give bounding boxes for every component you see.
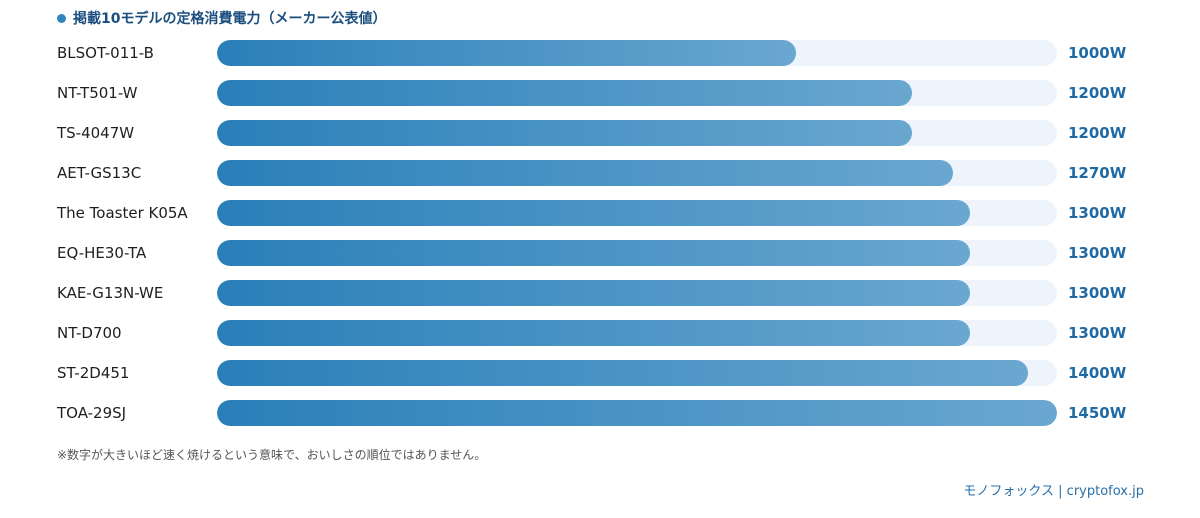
bar-row: KAE-G13N-WE 1300W xyxy=(0,280,1200,306)
bar-track xyxy=(217,160,1057,186)
bar-track xyxy=(217,280,1057,306)
bar-row: The Toaster K05A 1300W xyxy=(0,200,1200,226)
bar-row: ST-2D451 1400W xyxy=(0,360,1200,386)
category-label: TOA-29SJ xyxy=(57,404,127,422)
bar xyxy=(217,40,796,66)
bar-track xyxy=(217,400,1057,426)
category-label: NT-T501-W xyxy=(57,84,138,102)
bar-row: BLSOT-011-B 1000W xyxy=(0,40,1200,66)
category-label: BLSOT-011-B xyxy=(57,44,154,62)
bar-track xyxy=(217,80,1057,106)
category-label: ST-2D451 xyxy=(57,364,130,382)
bar-track xyxy=(217,240,1057,266)
footnote: ※数字が大きいほど速く焼けるという意味で、おいしさの順位ではありません。 xyxy=(57,448,487,462)
category-label: TS-4047W xyxy=(57,124,135,142)
bar xyxy=(217,160,953,186)
value-label: 1300W xyxy=(1068,284,1127,302)
value-label: 1300W xyxy=(1068,204,1127,222)
bar-row: NT-T501-W 1200W xyxy=(0,80,1200,106)
value-label: 1200W xyxy=(1068,84,1127,102)
value-label: 1000W xyxy=(1068,44,1127,62)
bar-row: TOA-29SJ 1450W xyxy=(0,400,1200,426)
bar-track xyxy=(217,200,1057,226)
chart-title-text: 掲載10モデルの定格消費電力（メーカー公表値） xyxy=(73,11,387,27)
value-label: 1270W xyxy=(1068,164,1127,182)
bar-track xyxy=(217,360,1057,386)
bar xyxy=(217,80,912,106)
bar-track xyxy=(217,40,1057,66)
bar-row: EQ-HE30-TA 1300W xyxy=(0,240,1200,266)
bar-row: TS-4047W 1200W xyxy=(0,120,1200,146)
bullet-dot-icon xyxy=(57,13,66,23)
bar xyxy=(217,360,1028,386)
category-label: The Toaster K05A xyxy=(57,204,188,222)
value-label: 1450W xyxy=(1068,404,1127,422)
bar xyxy=(217,120,912,146)
bar-row: NT-D700 1300W xyxy=(0,320,1200,346)
category-label: AET-GS13C xyxy=(57,164,142,182)
category-label: NT-D700 xyxy=(57,324,122,342)
bar-rows: BLSOT-011-B 1000W NT-T501-W 1200W TS-4047W 12… xyxy=(0,40,1200,426)
category-label: EQ-HE30-TA xyxy=(57,244,147,262)
value-label: 1300W xyxy=(1068,324,1127,342)
bar-track xyxy=(217,320,1057,346)
credit-text: モノフォックス | cryptofox.jp xyxy=(963,484,1144,499)
bar xyxy=(217,320,970,346)
value-label: 1400W xyxy=(1068,364,1127,382)
bar xyxy=(217,280,970,306)
chart-title: 掲載10モデルの定格消費電力（メーカー公表値） xyxy=(57,8,386,28)
bar xyxy=(217,240,970,266)
category-label: KAE-G13N-WE xyxy=(57,284,164,302)
bar-track xyxy=(217,120,1057,146)
bar xyxy=(217,200,970,226)
value-label: 1200W xyxy=(1068,124,1127,142)
value-label: 1300W xyxy=(1068,244,1127,262)
bar-row: AET-GS13C 1270W xyxy=(0,160,1200,186)
bar xyxy=(217,400,1057,426)
